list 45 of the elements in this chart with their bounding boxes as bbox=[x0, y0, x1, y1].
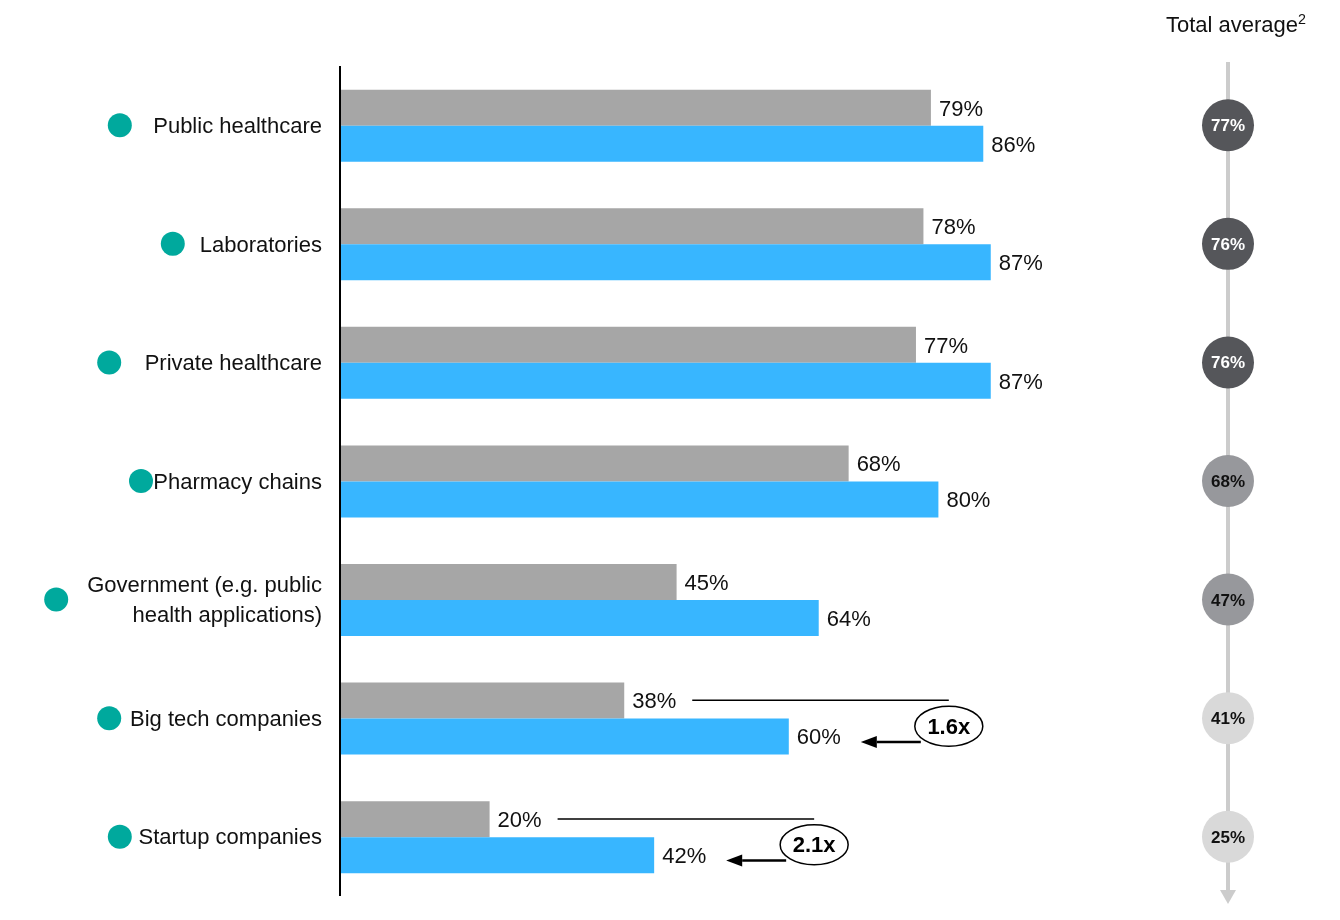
data-label: 80% bbox=[946, 487, 991, 513]
bar bbox=[340, 89, 931, 126]
y-tick-label: Private healthcare bbox=[144, 350, 322, 376]
bar bbox=[340, 326, 916, 363]
y-tick-label: Startup companies bbox=[138, 824, 322, 850]
text: 25% bbox=[1210, 827, 1246, 847]
bar bbox=[340, 801, 490, 838]
data-label: 87% bbox=[998, 250, 1043, 276]
bar bbox=[340, 362, 991, 399]
bar bbox=[340, 564, 677, 600]
text: Total average$^{2}$ bbox=[1165, 11, 1307, 37]
text: 68% bbox=[1210, 471, 1246, 491]
y-tick-label: Pharmacy chains bbox=[153, 468, 322, 494]
data-label: 45% bbox=[684, 569, 729, 595]
y-tick-label: Big tech companies bbox=[130, 705, 322, 731]
data-label: 78% bbox=[931, 214, 976, 240]
bar bbox=[340, 837, 655, 874]
bar bbox=[340, 208, 924, 245]
bar bbox=[340, 682, 625, 719]
text: 76% bbox=[1210, 353, 1246, 373]
annotation: 2.1x bbox=[792, 832, 837, 858]
data-label: 79% bbox=[938, 95, 983, 121]
data-label: 64% bbox=[826, 605, 871, 631]
data-label: 38% bbox=[632, 688, 677, 714]
text: 41% bbox=[1210, 709, 1246, 729]
text: 77% bbox=[1210, 116, 1246, 136]
bar bbox=[340, 445, 849, 482]
bar bbox=[340, 244, 991, 281]
data-label: 68% bbox=[856, 451, 901, 477]
data-label: 42% bbox=[662, 842, 707, 868]
text: 47% bbox=[1210, 590, 1246, 610]
data-label: 86% bbox=[991, 131, 1036, 157]
y-tick-label: Government (e.g. public health applications) bbox=[87, 572, 322, 628]
data-label: 60% bbox=[796, 724, 841, 750]
text: 76% bbox=[1210, 234, 1246, 254]
bar bbox=[340, 718, 789, 755]
y-tick-label: Laboratories bbox=[199, 231, 322, 257]
annotation: 1.6x bbox=[927, 713, 971, 739]
bar bbox=[340, 125, 984, 162]
data-label: 77% bbox=[923, 332, 969, 358]
y-tick-label: Public healthcare bbox=[153, 112, 322, 138]
bar bbox=[340, 600, 819, 636]
data-label: 20% bbox=[497, 806, 542, 832]
data-label: 87% bbox=[998, 368, 1043, 394]
bar bbox=[340, 481, 939, 518]
